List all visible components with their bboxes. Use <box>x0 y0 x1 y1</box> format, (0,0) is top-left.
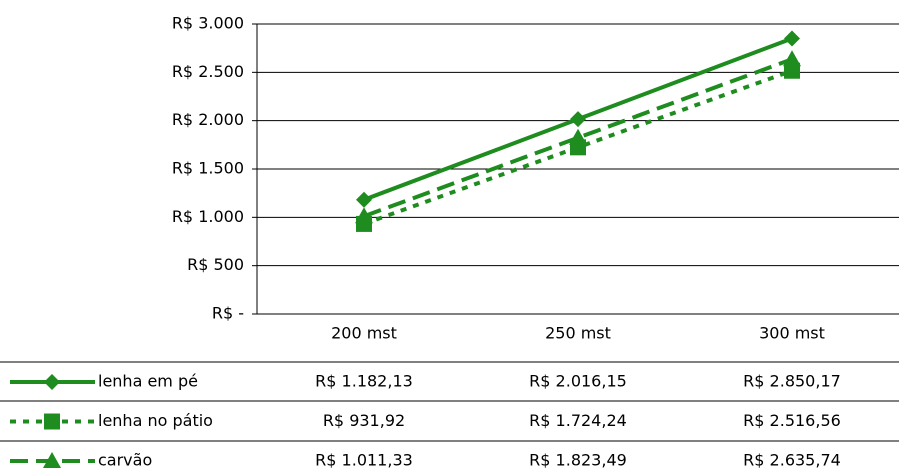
legend-label: carvão <box>98 451 152 470</box>
marker <box>569 128 587 145</box>
table-value: R$ 1.182,13 <box>315 372 413 391</box>
table-value: R$ 2.850,17 <box>743 372 841 391</box>
y-tick-label: R$ 2.000 <box>172 110 244 129</box>
y-tick-label: R$ 1.000 <box>172 207 244 226</box>
marker <box>784 30 800 47</box>
y-tick-label: R$ 2.500 <box>172 62 244 81</box>
legend-label: lenha no pátio <box>98 411 213 430</box>
table-value: R$ 2.016,15 <box>529 372 627 391</box>
x-tick-label: 300 mst <box>759 324 825 343</box>
series-line <box>363 57 793 219</box>
table-value: R$ 1.823,49 <box>529 451 627 470</box>
x-tick-label: 200 mst <box>331 324 397 343</box>
marker <box>356 191 372 208</box>
marker <box>355 207 373 224</box>
table-value: R$ 1.724,24 <box>529 411 627 430</box>
legend-label: lenha em pé <box>98 372 198 391</box>
y-tick-label: R$ - <box>212 304 244 323</box>
y-tick-label: R$ 500 <box>187 255 244 274</box>
table-value: R$ 2.635,74 <box>743 451 841 470</box>
table-value: R$ 1.011,33 <box>315 451 413 470</box>
series-line <box>363 68 793 226</box>
marker <box>44 413 60 430</box>
y-tick-label: R$ 1.500 <box>172 159 244 178</box>
marker <box>44 374 60 390</box>
table-value: R$ 2.516,56 <box>743 411 841 430</box>
marker <box>43 452 61 468</box>
y-tick-label: R$ 3.000 <box>172 14 244 33</box>
marker <box>783 50 801 67</box>
table-value: R$ 931,92 <box>323 411 405 430</box>
x-tick-label: 250 mst <box>545 324 611 343</box>
marker <box>784 62 800 79</box>
marker <box>570 111 586 128</box>
